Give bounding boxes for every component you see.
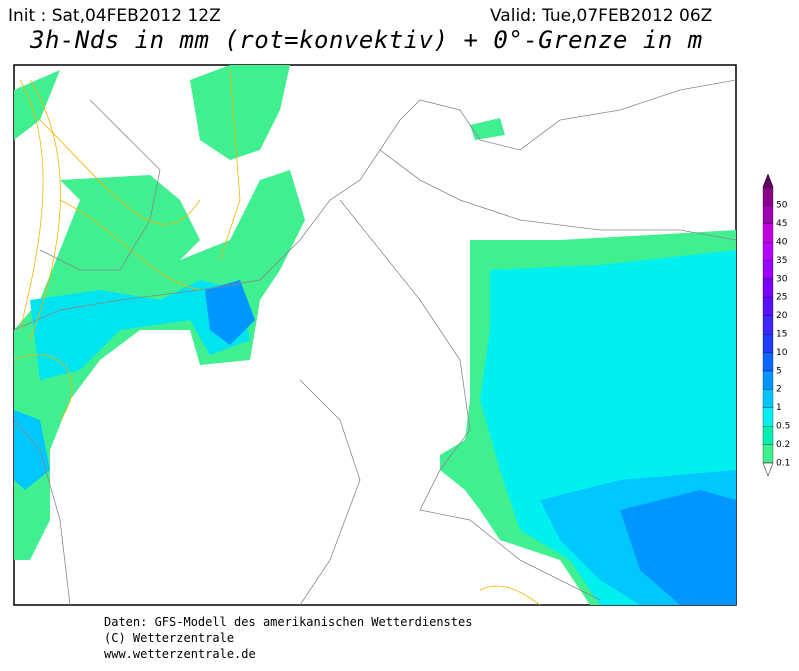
footer-source: Daten: GFS-Modell des amerikanischen Wet… [104, 615, 473, 629]
legend-bottom-arrow [762, 462, 774, 477]
legend: 50 45 40 35 30 25 20 15 10 5 2 1 0.5 0.2 0.1 [762, 173, 790, 477]
precip-area [190, 65, 290, 160]
legend-swatch [762, 352, 774, 372]
legend-label: 1 [776, 403, 782, 413]
coastlines [13, 79, 737, 606]
footer-url: www.wetterzentrale.de [104, 647, 256, 661]
precip-areas [14, 65, 736, 605]
legend-label: 15 [776, 330, 787, 340]
precip-area [205, 280, 255, 345]
legend-swatch [762, 223, 774, 243]
precip-area [540, 470, 736, 605]
legend-swatch [762, 186, 774, 206]
map-frame [13, 64, 737, 606]
legend-swatch [762, 444, 774, 464]
precip-area [14, 170, 305, 560]
legend-label: 0.1 [776, 458, 790, 468]
footer-copyright: (C) Wetterzentrale [104, 631, 235, 645]
legend-label: 40 [776, 238, 788, 248]
legend-label: 0.2 [776, 440, 790, 450]
legend-swatch [762, 278, 774, 298]
precip-area [470, 118, 505, 140]
legend-top-arrow [762, 173, 774, 188]
legend-swatch [762, 334, 774, 353]
legend-swatch [762, 389, 774, 408]
valid-time: Valid: Tue,07FEB2012 06Z [490, 6, 713, 26]
legend-swatch [762, 297, 774, 316]
precip-area [30, 280, 250, 380]
map-title: 3h-Nds in mm (rot=konvektiv) + 0°-Grenze… [30, 26, 703, 54]
precip-area [620, 490, 736, 605]
legend-label: 5 [776, 366, 782, 376]
legend-label: 45 [776, 219, 787, 229]
precip-area [440, 230, 736, 605]
legend-swatch [762, 205, 774, 224]
legend-swatch [762, 407, 774, 427]
legend-label: 25 [776, 293, 787, 303]
legend-swatch [762, 315, 774, 335]
legend-swatch [762, 370, 774, 390]
legend-label: 35 [776, 256, 787, 266]
legend-label: 10 [776, 348, 788, 358]
legend-swatch [762, 426, 774, 445]
init-time: Init : Sat,04FEB2012 12Z [8, 6, 221, 26]
legend-label: 50 [776, 201, 788, 211]
precip-area [14, 410, 50, 490]
precip-area [14, 70, 60, 140]
freezing-level-contours [13, 69, 541, 606]
legend-label: 2 [776, 385, 782, 395]
legend-swatch [762, 242, 774, 261]
legend-label: 20 [776, 311, 788, 321]
legend-label: 30 [776, 274, 788, 284]
legend-swatch [762, 260, 774, 280]
legend-label: 0.5 [776, 422, 790, 432]
precip-area [480, 250, 736, 605]
